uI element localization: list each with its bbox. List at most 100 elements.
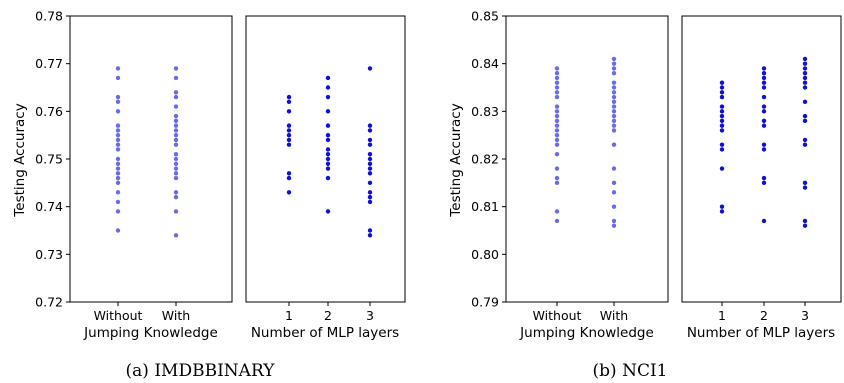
panel-b-jk-frame xyxy=(505,15,669,303)
data-point xyxy=(286,142,292,147)
data-point xyxy=(761,218,767,224)
data-point xyxy=(173,156,179,162)
data-point xyxy=(367,166,373,171)
data-point xyxy=(554,94,560,100)
xlabel-a-mlp: Number of MLP layers xyxy=(251,325,399,341)
data-point xyxy=(611,94,617,100)
data-point xyxy=(802,180,808,186)
data-point xyxy=(115,109,121,114)
data-point xyxy=(554,137,560,143)
data-point xyxy=(173,137,179,143)
data-point xyxy=(719,142,725,147)
data-point xyxy=(554,142,560,147)
data-point xyxy=(115,166,121,171)
data-point xyxy=(367,142,373,147)
data-point xyxy=(554,152,560,157)
data-point xyxy=(611,113,617,119)
data-point xyxy=(115,199,121,205)
data-point xyxy=(173,209,179,214)
panel-a-jk-frame xyxy=(69,15,233,303)
data-point xyxy=(286,175,292,181)
panel-b-mlp-xticks: 1 2 3 xyxy=(718,302,809,323)
data-point xyxy=(802,75,808,81)
x-tick-label: 2 xyxy=(760,308,768,323)
data-point xyxy=(802,137,808,143)
data-point xyxy=(115,66,121,71)
data-point xyxy=(367,66,373,71)
data-point xyxy=(325,156,331,162)
y-tick-label: 0.78 xyxy=(35,9,63,24)
data-point xyxy=(173,175,179,181)
panel-a-jk-points xyxy=(115,66,179,238)
data-point xyxy=(286,94,292,100)
data-point xyxy=(115,161,121,166)
data-point xyxy=(802,142,808,147)
data-point xyxy=(554,166,560,171)
data-point xyxy=(761,85,767,90)
data-point xyxy=(554,180,560,186)
data-point xyxy=(325,132,331,138)
data-point xyxy=(173,132,179,138)
data-point xyxy=(554,132,560,138)
data-point xyxy=(115,137,121,143)
figure-a: Testing Accuracy 0.720.730.740.750.760.7… xyxy=(12,9,406,381)
data-point xyxy=(325,85,331,90)
y-ticks-b: 0.79 0.80 0.81 0.82 0.83 0.84 0.85 xyxy=(471,9,506,310)
data-point xyxy=(611,109,617,114)
data-point xyxy=(802,185,808,190)
data-point xyxy=(802,113,808,119)
data-point xyxy=(611,223,617,228)
data-point xyxy=(611,99,617,105)
data-point xyxy=(554,175,560,181)
data-point xyxy=(115,190,121,195)
data-point xyxy=(367,194,373,200)
data-point xyxy=(325,152,331,157)
data-point xyxy=(802,61,808,66)
data-point xyxy=(554,66,560,71)
data-point xyxy=(367,161,373,166)
data-point xyxy=(611,104,617,109)
data-point xyxy=(173,233,179,238)
data-point xyxy=(719,128,725,133)
data-point xyxy=(719,209,725,214)
data-point xyxy=(611,56,617,62)
ylabel-b: Testing Accuracy xyxy=(448,103,464,217)
y-tick-label: 0.74 xyxy=(35,199,63,214)
x-tick-label: 3 xyxy=(366,308,374,323)
data-point xyxy=(115,147,121,152)
data-point xyxy=(367,171,373,176)
data-point xyxy=(554,109,560,114)
data-point xyxy=(367,123,373,128)
y-ticks-a: 0.72 0.73 0.74 0.75 0.76 0.77 0.78 xyxy=(35,9,70,310)
data-point xyxy=(719,104,725,109)
data-point xyxy=(367,233,373,238)
y-tick-label: 0.76 xyxy=(35,104,63,119)
data-point xyxy=(554,80,560,85)
data-point xyxy=(802,99,808,105)
data-point xyxy=(611,123,617,128)
data-point xyxy=(115,180,121,186)
data-point xyxy=(611,128,617,133)
x-tick-label: 1 xyxy=(718,308,726,323)
data-point xyxy=(719,204,725,209)
panel-b-jk-points xyxy=(554,56,617,228)
caption-a: (a) IMDBBINARY xyxy=(126,361,276,381)
data-point xyxy=(286,109,292,114)
y-tick-label: 0.80 xyxy=(471,247,499,262)
data-point xyxy=(286,99,292,105)
y-tick-label: 0.81 xyxy=(471,199,499,214)
data-point xyxy=(173,190,179,195)
data-point xyxy=(325,109,331,114)
data-point xyxy=(173,104,179,109)
data-point xyxy=(173,128,179,133)
data-point xyxy=(115,175,121,181)
data-point xyxy=(367,199,373,205)
y-tick-label: 0.85 xyxy=(471,9,499,24)
data-point xyxy=(367,228,373,233)
y-tick-label: 0.75 xyxy=(35,152,63,167)
data-point xyxy=(286,190,292,195)
data-point xyxy=(554,90,560,95)
data-point xyxy=(554,71,560,76)
data-point xyxy=(719,147,725,152)
data-point xyxy=(173,123,179,128)
